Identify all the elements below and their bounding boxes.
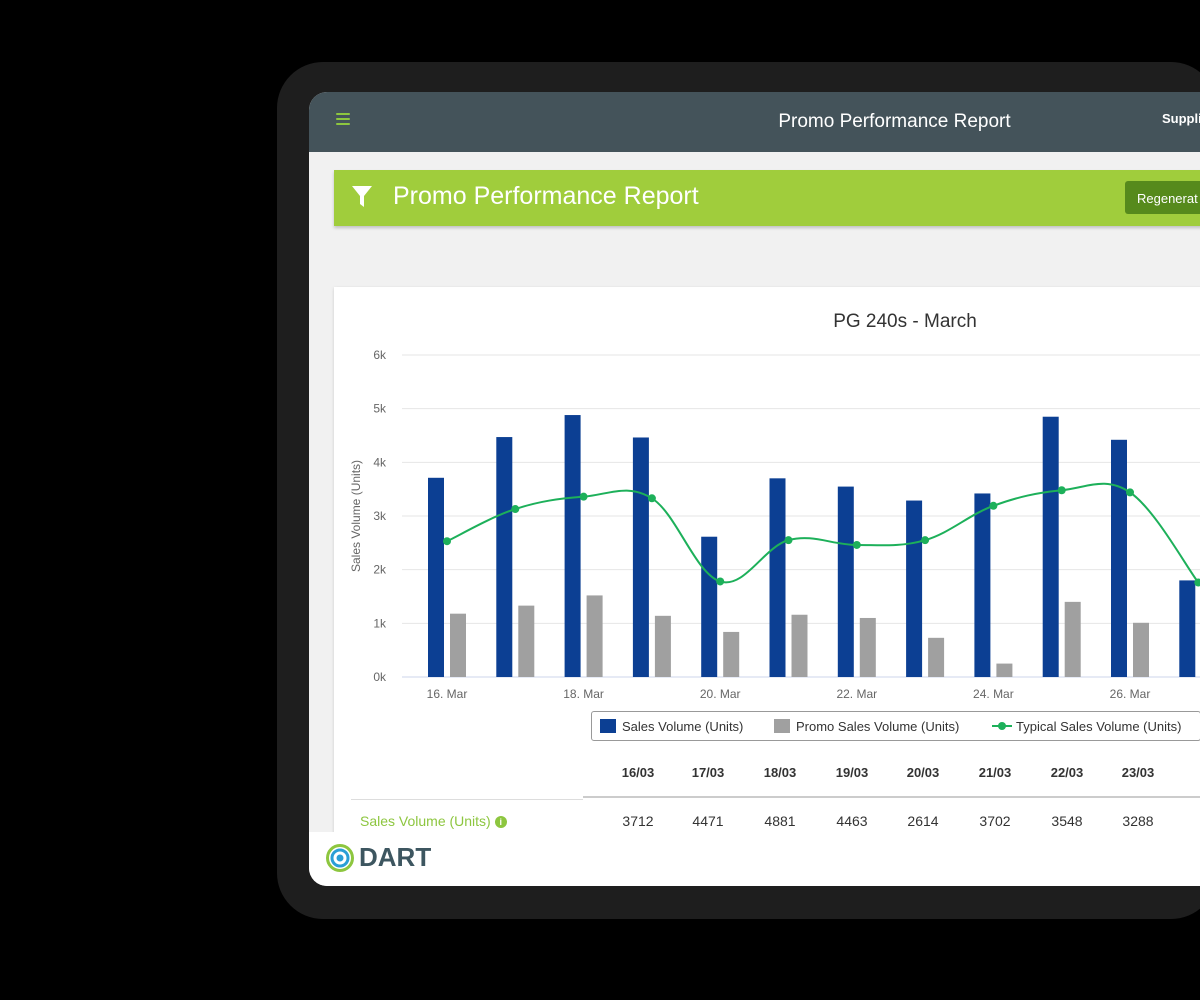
report-banner: Promo Performance Report Regenerat: [334, 170, 1200, 226]
table-cell: 3548: [1051, 813, 1083, 829]
bar-promo: [859, 617, 876, 677]
typical-sales-point: [852, 540, 861, 549]
bar-sales: [1111, 439, 1127, 677]
data-table-header: 16/03 17/03 18/03 19/03 20/03 21/03 22/0…: [334, 765, 1200, 789]
y-tick-label: 0k: [373, 670, 387, 684]
app-screen: Promo Performance Report Suppli Promo Pe…: [309, 92, 1200, 886]
table-cell: 3288: [1122, 813, 1154, 829]
bar-promo: [996, 663, 1013, 677]
bar-sales: [974, 493, 991, 677]
bar-promo: [586, 595, 603, 677]
bar-sales: [496, 437, 513, 677]
table-row-divider: [351, 799, 583, 800]
bar-promo: [928, 637, 945, 677]
y-tick-label: 5k: [373, 402, 387, 416]
table-header-divider: [583, 796, 1200, 798]
regenerate-button[interactable]: Regenerat: [1125, 181, 1200, 214]
legend-swatch-sales: [600, 719, 616, 733]
typical-sales-point: [921, 536, 930, 545]
table-col-header: 21/03: [978, 765, 1012, 780]
bar-promo: [1064, 601, 1081, 677]
legend-swatch-promo: [774, 719, 790, 733]
table-col-header: 16/03: [621, 765, 655, 780]
legend-item-sales[interactable]: Sales Volume (Units): [600, 719, 743, 734]
x-tick-label: 22. Mar: [836, 687, 877, 701]
table-col-header: 17/03: [691, 765, 725, 780]
x-tick-label: 20. Mar: [700, 687, 741, 701]
report-title: Promo Performance Report: [393, 182, 699, 210]
typical-sales-point: [511, 505, 520, 514]
chart-legend: Sales Volume (Units) Promo Sales Volume …: [591, 711, 1200, 741]
legend-item-promo[interactable]: Promo Sales Volume (Units): [774, 719, 959, 734]
bar-promo: [518, 605, 535, 677]
typical-sales-point: [784, 536, 793, 545]
y-tick-label: 3k: [373, 509, 387, 523]
x-tick-label: 18. Mar: [563, 687, 604, 701]
table-col-header: 19/03: [835, 765, 869, 780]
bar-sales: [1042, 416, 1059, 677]
row-label-text: Sales Volume (Units): [360, 813, 491, 829]
table-cell: 4471: [692, 813, 724, 829]
typical-sales-point: [989, 501, 998, 510]
bar-sales: [1179, 580, 1196, 677]
y-tick-label: 6k: [373, 348, 387, 362]
bar-promo: [723, 631, 740, 677]
table-col-header: 18/03: [763, 765, 797, 780]
user-menu[interactable]: Suppli: [1162, 111, 1200, 126]
filter-icon[interactable]: [351, 184, 373, 210]
bar-sales: [632, 437, 649, 677]
table-cell: 4463: [836, 813, 868, 829]
typical-sales-point: [1126, 488, 1134, 497]
bar-sales: [564, 415, 581, 677]
table-col-header: 20/03: [906, 765, 940, 780]
y-tick-label: 1k: [373, 616, 387, 630]
legend-label-promo: Promo Sales Volume (Units): [796, 719, 960, 734]
bar-sales: [906, 500, 923, 677]
chart-card: 0k 1k 2k 3k 4k 5k 6k Sales Volume (Units) 16. Ma…: [334, 287, 1200, 847]
table-col-header: 23/03: [1121, 765, 1155, 780]
legend-label-typical: Typical Sales Volume (Units): [1016, 719, 1182, 734]
legend-label-sales: Sales Volume (Units): [622, 719, 744, 734]
table-row-label: Sales Volume (Units) i: [360, 813, 507, 829]
x-tick-label: 26. Mar: [1110, 687, 1151, 701]
typical-sales-point: [1057, 486, 1066, 495]
typical-sales-point: [647, 494, 656, 503]
table-col-header: 2: [1174, 765, 1200, 780]
info-icon[interactable]: i: [494, 816, 507, 828]
table-col-header: 22/03: [1050, 765, 1084, 780]
dart-logo-text: DART: [359, 842, 432, 872]
table-cell: 3702: [979, 813, 1011, 829]
bar-promo: [791, 614, 808, 677]
bar-sales: [428, 477, 444, 677]
bar-promo: [654, 615, 671, 677]
typical-sales-point: [579, 492, 588, 501]
table-cell: 3712: [622, 813, 654, 829]
y-tick-label: 2k: [373, 563, 387, 577]
chart-title: PG 240s - March: [833, 311, 977, 332]
hamburger-icon[interactable]: [336, 113, 350, 127]
legend-item-typical[interactable]: Typical Sales Volume (Units): [992, 719, 1181, 734]
bar-sales: [701, 536, 718, 677]
y-tick-label: 4k: [373, 455, 387, 469]
legend-swatch-typical: [992, 722, 1012, 730]
bar-promo: [450, 613, 466, 677]
y-axis-title: Sales Volume (Units): [349, 460, 363, 572]
typical-sales-point: [716, 577, 725, 586]
bar-promo: [1133, 622, 1149, 677]
bar-sales: [837, 486, 854, 677]
table-cell: 2614: [907, 813, 939, 829]
table-cell: 3: [1174, 813, 1200, 829]
dart-logo-icon: [326, 844, 354, 872]
typical-sales-line: [446, 482, 1200, 584]
footer: DART: [309, 832, 1200, 886]
sales-chart: 0k 1k 2k 3k 4k 5k 6k Sales Volume (Units) 16. Ma…: [349, 348, 1200, 701]
page-title: Promo Performance Report: [778, 111, 1011, 132]
x-tick-label: 24. Mar: [973, 687, 1014, 701]
top-navigation-bar: Promo Performance Report Suppli: [309, 92, 1200, 152]
x-tick-label: 16. Mar: [427, 687, 468, 701]
bar-sales: [769, 478, 786, 677]
typical-sales-point: [1194, 578, 1200, 587]
typical-sales-point: [443, 537, 451, 546]
table-cell: 4881: [764, 813, 796, 829]
